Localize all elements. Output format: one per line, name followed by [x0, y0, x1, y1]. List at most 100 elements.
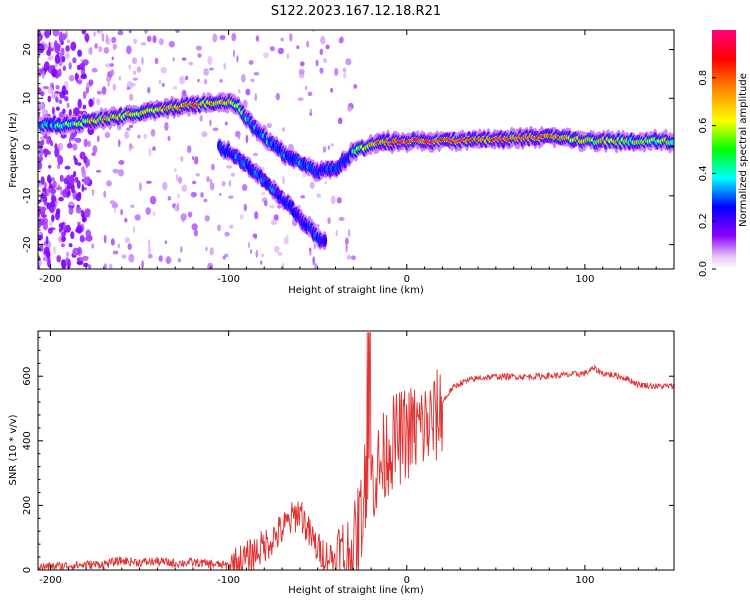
noise-blob	[61, 231, 65, 237]
noise-blob	[152, 35, 157, 43]
noise-blob	[129, 83, 136, 87]
noise-blob	[64, 224, 71, 233]
noise-blob	[68, 202, 75, 206]
noise-blob	[192, 180, 197, 185]
noise-blob	[136, 66, 142, 73]
y-tick-label: 600	[22, 367, 33, 386]
noise-blob	[88, 264, 92, 269]
noise-blob	[82, 91, 87, 100]
noise-blob	[236, 55, 239, 63]
noise-blob	[304, 85, 308, 91]
noise-blob	[181, 184, 188, 192]
noise-blob	[101, 33, 105, 42]
noise-blob	[180, 246, 183, 253]
noise-blob	[38, 255, 41, 262]
noise-blob	[250, 249, 253, 254]
noise-blob	[306, 40, 310, 48]
noise-blob	[87, 140, 91, 147]
noise-blob	[98, 30, 104, 35]
noise-blob	[96, 90, 103, 95]
noise-blob	[282, 176, 285, 185]
noise-blob	[206, 176, 211, 183]
noise-blob	[195, 45, 202, 51]
noise-blob	[40, 210, 46, 216]
noise-blob	[38, 234, 43, 241]
noise-blob	[147, 245, 151, 254]
noise-blob	[88, 98, 94, 108]
noise-blob	[117, 243, 121, 249]
noise-blob	[241, 74, 246, 83]
noise-blob	[51, 214, 55, 222]
noise-blob	[65, 45, 70, 52]
noise-blob	[253, 72, 260, 76]
spectral-ridge-2	[217, 138, 328, 251]
noise-blob	[118, 139, 121, 148]
noise-blob	[296, 45, 300, 50]
noise-blob	[178, 176, 183, 184]
noise-blob	[316, 193, 322, 198]
noise-blob	[80, 74, 87, 80]
noise-blob	[66, 39, 71, 44]
noise-blob	[168, 40, 175, 48]
noise-blob	[69, 176, 74, 182]
noise-blob	[134, 214, 141, 221]
noise-blob	[148, 147, 152, 157]
noise-blob	[248, 60, 254, 65]
snr-line	[38, 332, 674, 570]
noise-blob	[86, 158, 91, 167]
noise-blob	[61, 259, 67, 269]
noise-blob	[82, 255, 89, 261]
noise-blob	[197, 53, 202, 58]
noise-blob	[289, 33, 293, 42]
colorbar-ticks: 0.0 0.2 0.4 0.6 0.8	[698, 70, 716, 277]
noise-blob	[74, 157, 78, 166]
noise-blob	[107, 80, 110, 87]
noise-blob	[194, 156, 199, 165]
noise-blob	[158, 255, 163, 262]
spectrogram-x-axis-label: Height of straight line (km)	[288, 285, 424, 296]
noise-blob	[266, 122, 272, 129]
noise-blob	[164, 240, 168, 245]
noise-blob	[38, 183, 43, 188]
noise-blob	[110, 238, 115, 246]
noise-blob	[141, 56, 144, 66]
noise-blob	[238, 134, 241, 140]
noise-blob	[51, 68, 57, 78]
noise-blob	[54, 54, 61, 64]
noise-blob	[241, 184, 248, 191]
noise-blob	[40, 206, 46, 211]
noise-blob	[253, 152, 258, 157]
noise-blob	[145, 180, 152, 184]
x-tick-label: -200	[39, 274, 62, 285]
noise-blob	[47, 227, 54, 235]
noise-blob	[45, 135, 51, 145]
y-tick-label: 400	[22, 431, 33, 450]
x-tick-label: 0	[404, 575, 410, 586]
spectral-ridge-1	[39, 91, 674, 182]
noise-blob	[38, 207, 41, 217]
colorbar-tick-label: 0.8	[698, 70, 709, 86]
noise-blob	[261, 191, 266, 196]
noise-blob	[344, 237, 349, 245]
noise-blob	[77, 79, 83, 84]
noise-blob	[188, 61, 194, 66]
noise-blob	[212, 127, 219, 132]
noise-blob	[55, 186, 63, 191]
noise-blob	[126, 127, 131, 131]
noise-blob	[219, 79, 224, 83]
noise-blob	[152, 211, 156, 216]
noise-blob	[68, 207, 74, 215]
noise-blob	[137, 134, 141, 139]
noise-blob	[103, 263, 108, 269]
noise-blob	[50, 188, 57, 194]
noise-blob	[71, 131, 77, 137]
noise-blob	[314, 263, 318, 269]
noise-blob	[81, 168, 87, 178]
noise-blob	[91, 67, 98, 73]
noise-blob	[113, 207, 116, 214]
noise-blob	[346, 254, 352, 260]
noise-blob	[82, 104, 87, 110]
noise-blob	[112, 43, 116, 51]
noise-blob	[264, 200, 268, 207]
noise-blob	[76, 64, 81, 71]
